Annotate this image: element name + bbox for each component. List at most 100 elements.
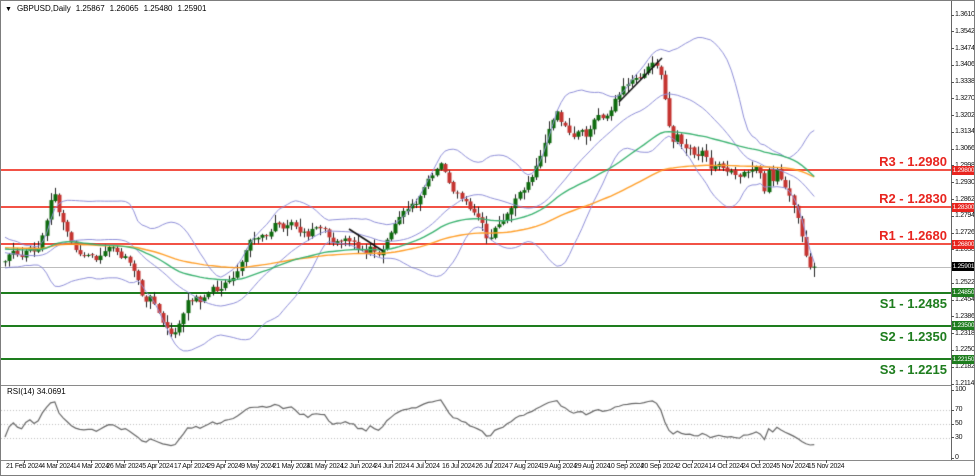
price-tick-label: 1.28620 <box>955 195 975 203</box>
date-label: 31 May 2024 <box>306 463 344 470</box>
quote-close: 1.25901 <box>177 4 207 13</box>
price-tick-mark <box>951 383 954 385</box>
price-tick-label: 1.23860 <box>955 312 975 320</box>
rsi-scale-label: 50 <box>955 420 963 427</box>
price-tick-label: 1.21820 <box>955 363 975 371</box>
price-tick-label: 1.35420 <box>955 27 975 35</box>
level-axis-price-box-s2: 1.23500 <box>952 321 975 331</box>
date-label: 20 Sep 2024 <box>640 463 678 470</box>
price-tick-mark <box>951 199 954 201</box>
price-axis-line <box>951 1 952 460</box>
rsi-scale-tick-mark <box>951 437 954 439</box>
price-tick-label: 1.36100 <box>955 11 975 19</box>
date-label: 5 Apr 2024 <box>142 463 174 470</box>
date-label: 9 May 2024 <box>241 463 275 470</box>
date-tick-mark <box>558 460 560 463</box>
chart-title-bar: ▼ GBPUSD,Daily 1.25867 1.26065 1.25480 1.2590… <box>5 4 211 13</box>
price-tick-label: 1.22500 <box>955 346 975 354</box>
date-tick-mark <box>425 460 427 463</box>
date-tick-mark <box>391 460 393 463</box>
date-tick-mark <box>224 460 226 463</box>
price-tick-label: 1.31340 <box>955 128 975 136</box>
level-axis-price-box-s3: 1.22150 <box>952 354 975 364</box>
date-tick-mark <box>124 460 126 463</box>
date-tick-mark <box>792 460 794 463</box>
price-tick-label: 1.32020 <box>955 111 975 119</box>
symbol-dropdown-icon[interactable]: ▼ <box>5 6 12 13</box>
date-tick-mark <box>658 460 660 463</box>
date-tick-mark <box>257 460 259 463</box>
level-axis-price-box-r3: 1.29800 <box>952 165 975 175</box>
date-label: 21 May 2024 <box>272 463 310 470</box>
price-tick-mark <box>951 14 954 16</box>
date-tick-mark <box>725 460 727 463</box>
main-chart-canvas[interactable] <box>1 1 951 385</box>
date-label: 2 Oct 2024 <box>676 463 709 470</box>
date-tick-mark <box>57 460 59 463</box>
date-label: 4 Mar 2024 <box>41 463 74 470</box>
rsi-scale-label: 0 <box>955 454 959 461</box>
date-tick-mark <box>759 460 761 463</box>
rsi-scale-tick-mark <box>951 409 954 411</box>
price-tick-mark <box>951 232 954 234</box>
time-axis-divider <box>1 460 974 461</box>
level-axis-price-box-r2: 1.28300 <box>952 202 975 212</box>
level-label-r1: R1 - 1.2680 <box>879 228 947 244</box>
date-label: 26 Jul 2024 <box>475 463 509 470</box>
date-tick-mark <box>458 460 460 463</box>
price-tick-mark <box>951 81 954 83</box>
date-tick-mark <box>291 460 293 463</box>
level-label-r3: R3 - 1.2980 <box>879 154 947 170</box>
price-tick-label: 1.33380 <box>955 78 975 86</box>
date-label: 17 Apr 2024 <box>173 463 209 470</box>
quote-high: 1.26065 <box>109 4 139 13</box>
price-tick-label: 1.26580 <box>955 245 975 253</box>
price-tick-mark <box>951 115 954 117</box>
date-tick-mark <box>525 460 527 463</box>
date-tick-mark <box>592 460 594 463</box>
date-label: 26 Mar 2024 <box>106 463 143 470</box>
price-tick-label: 1.29300 <box>955 178 975 186</box>
level-axis-price-box-s1: 1.24850 <box>952 288 975 297</box>
price-tick-mark <box>951 215 954 217</box>
price-tick-mark <box>951 316 954 318</box>
date-label: 14 Mar 2024 <box>72 463 109 470</box>
date-label: 10 Sep 2024 <box>607 463 644 470</box>
date-tick-mark <box>826 460 828 463</box>
price-tick-mark <box>951 349 954 351</box>
price-tick-label: 1.24540 <box>955 296 975 304</box>
symbol-timeframe-label: GBPUSD,Daily <box>16 4 71 13</box>
current-price-axis-box: 1.25901 <box>952 262 975 272</box>
price-tick-mark <box>951 282 954 284</box>
date-label: 24 Jun 2024 <box>373 463 410 470</box>
price-tick-mark <box>951 249 954 251</box>
date-label: 4 Jul 2024 <box>410 463 440 470</box>
date-tick-mark <box>625 460 627 463</box>
date-label: 19 Aug 2024 <box>540 463 577 470</box>
rsi-scale-tick-mark <box>951 457 954 459</box>
level-label-s2: S2 - 1.2350 <box>879 328 947 344</box>
date-tick-mark <box>90 460 92 463</box>
price-tick-mark <box>951 299 954 301</box>
price-tick-mark <box>951 98 954 100</box>
date-label: 29 Aug 2024 <box>574 463 611 470</box>
price-tick-label: 1.34740 <box>955 44 975 52</box>
price-tick-mark <box>951 131 954 133</box>
pane-divider[interactable] <box>1 385 951 386</box>
rsi-indicator-canvas[interactable] <box>1 385 951 460</box>
price-tick-mark <box>951 48 954 50</box>
date-tick-mark <box>358 460 360 463</box>
level-axis-price-box-r1: 1.26800 <box>952 239 975 249</box>
price-tick-label: 1.29980 <box>955 162 974 170</box>
date-label: 7 Aug 2024 <box>509 463 542 470</box>
rsi-scale-label: 100 <box>955 386 966 393</box>
date-tick-mark <box>191 460 193 463</box>
rsi-scale-label: 30 <box>955 433 963 441</box>
quote-low: 1.25480 <box>143 4 173 13</box>
date-tick-mark <box>324 460 326 463</box>
price-tick-mark <box>951 31 954 33</box>
price-tick-label: 1.27260 <box>955 229 975 237</box>
date-tick-mark <box>692 460 694 463</box>
quote-open: 1.25867 <box>75 4 105 13</box>
